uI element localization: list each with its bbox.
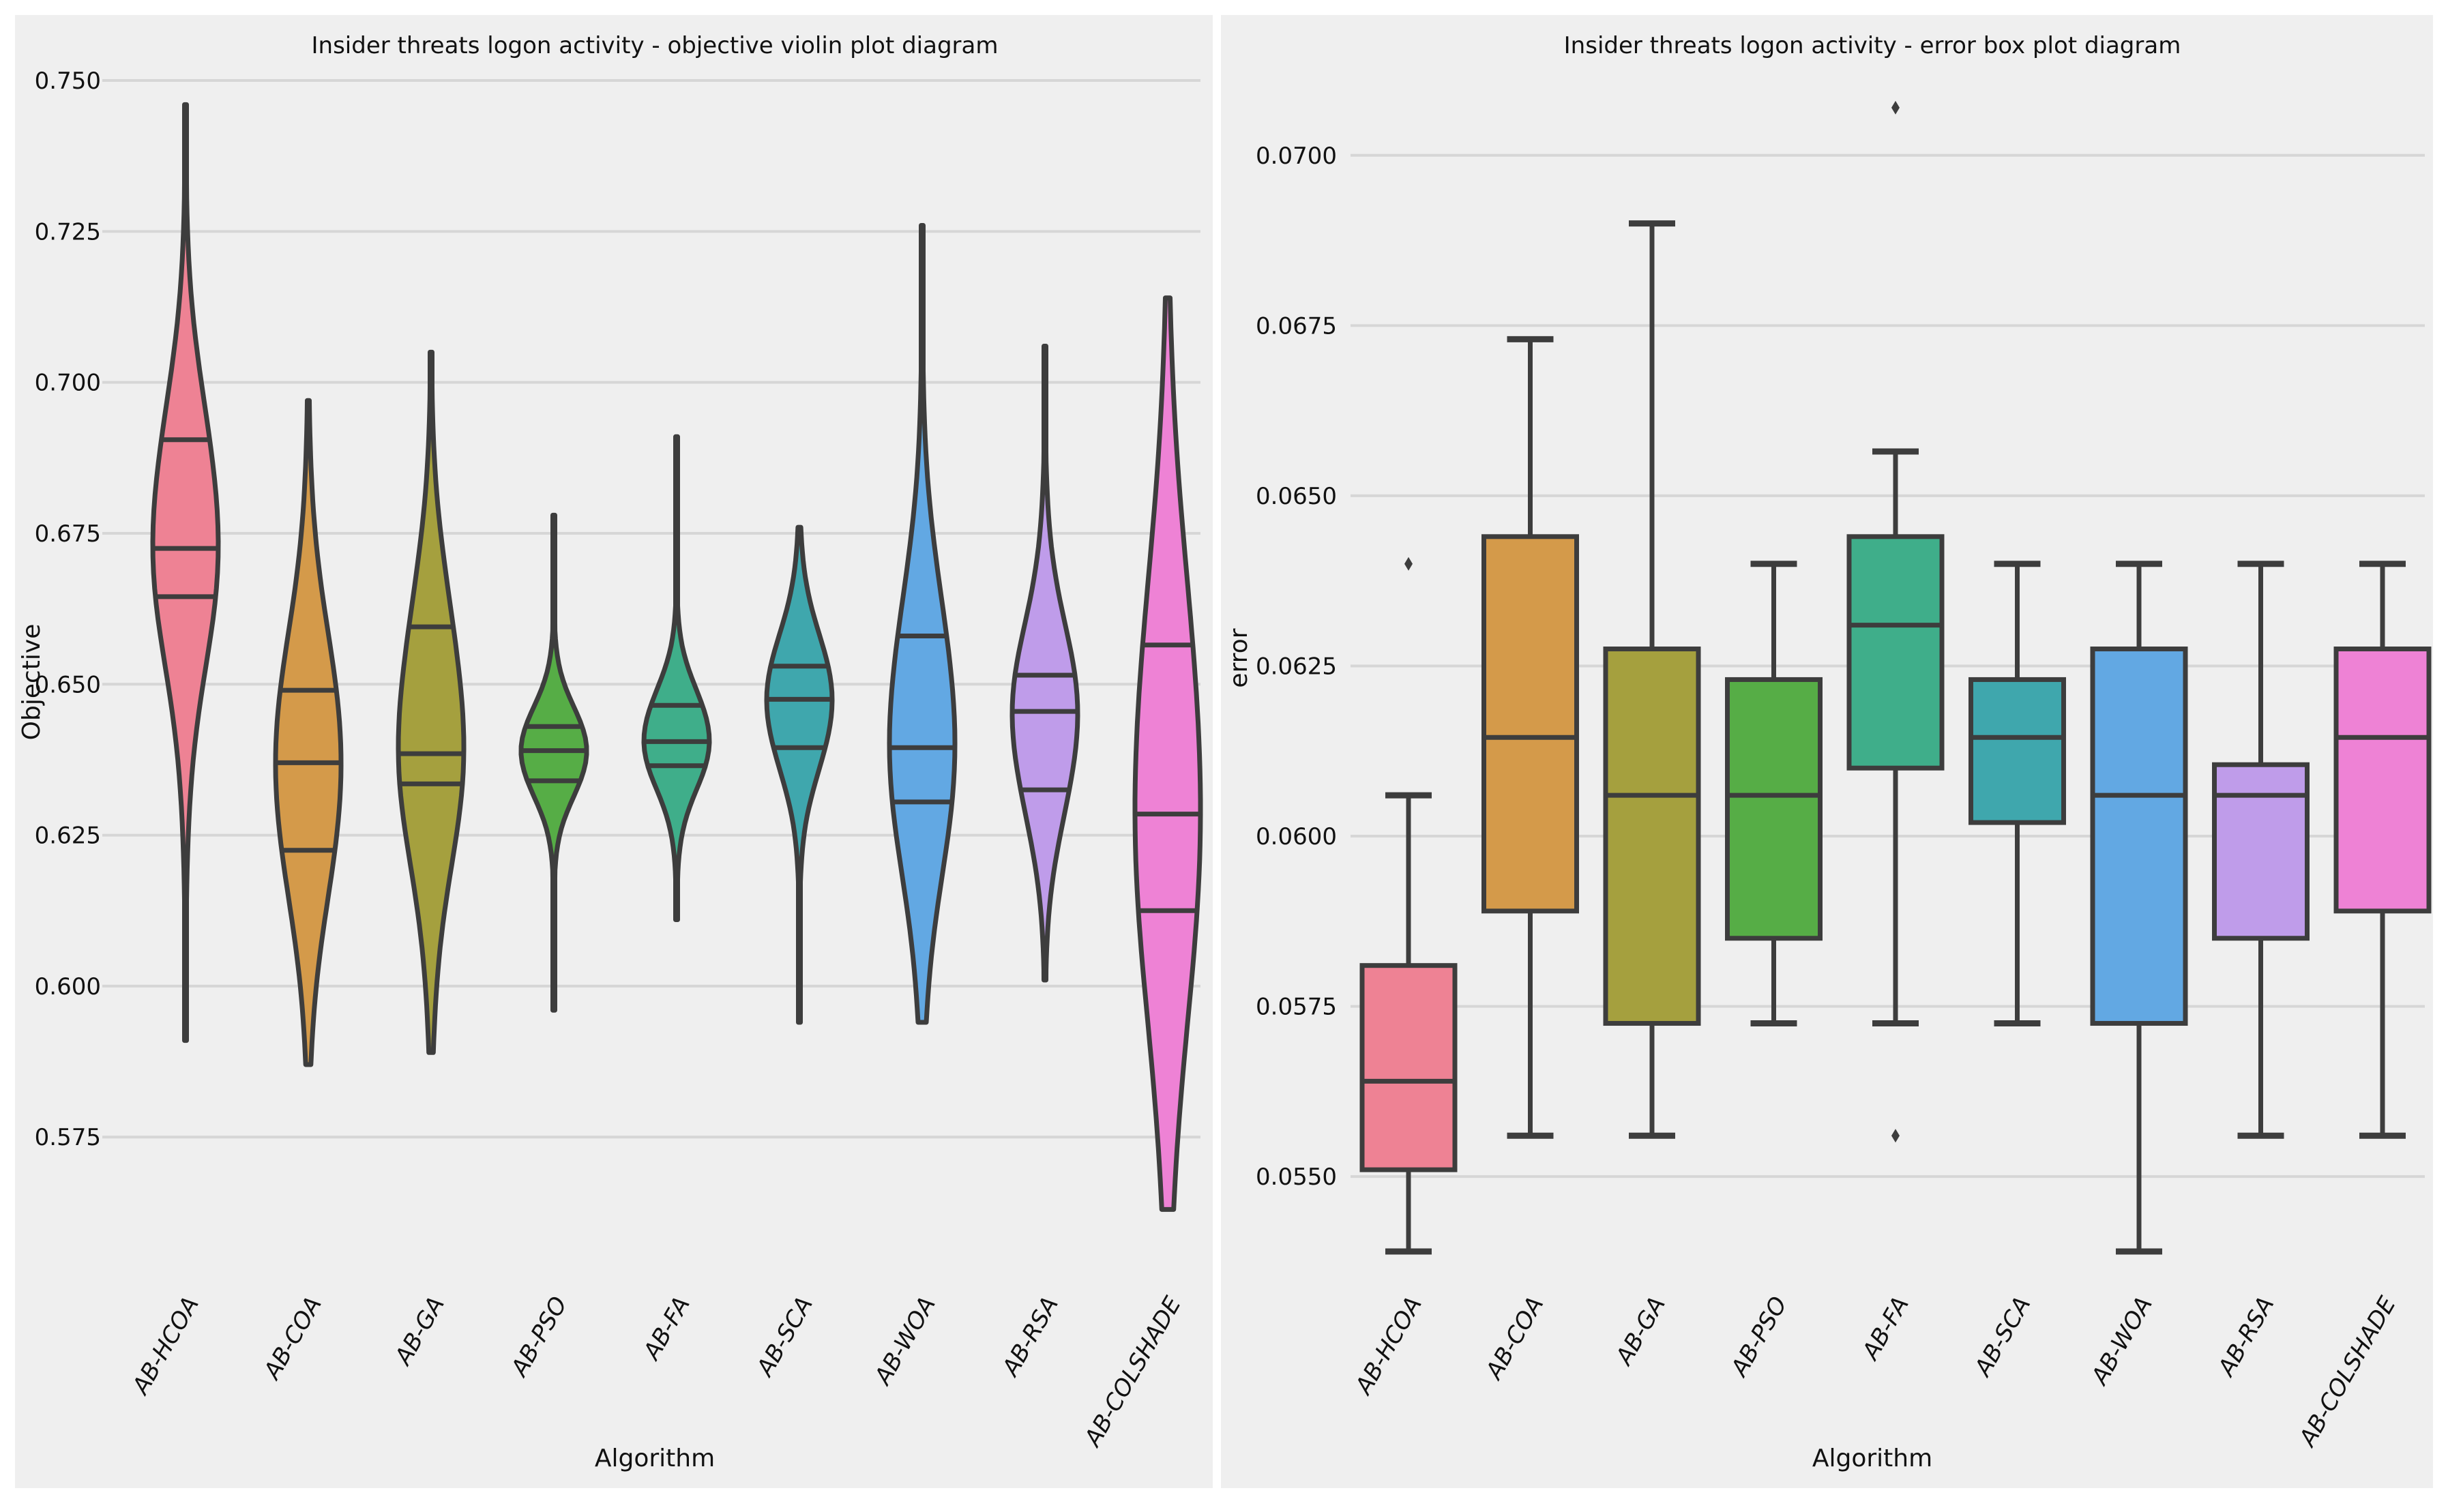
- box-iqr-ab-colshade: [2333, 647, 2432, 914]
- box-y-tick-label: 0.0575: [1256, 994, 1337, 1021]
- box-y-tick-label: 0.0600: [1256, 823, 1337, 850]
- box-iqr-ab-coa: [1481, 534, 1579, 914]
- violin-y-tick-labels: 0.575 0.600 0.625 0.650 0.675 0.700 0.725 0.750: [35, 68, 101, 1151]
- violin-y-tick-label: 0.650: [35, 671, 101, 698]
- box-y-tick-label: 0.0700: [1256, 143, 1337, 170]
- box-y-tick-label: 0.0625: [1256, 653, 1337, 680]
- violin-x-axis-label: Algorithm: [595, 1444, 715, 1472]
- box-y-tick-label: 0.0675: [1256, 312, 1337, 340]
- box-plot-panel: 0.0550 0.0575 0.0600 0.0625 0.0650 0.0675 0.07…: [1221, 15, 2433, 1488]
- box-iqr-ab-ga: [1603, 647, 1701, 1026]
- box-x-axis-label: Algorithm: [1812, 1444, 1932, 1472]
- violin-y-tick-label: 0.625: [35, 822, 101, 850]
- violin-body-ab-hcoa: [150, 102, 221, 1043]
- violin-marks: [150, 102, 1203, 1212]
- violin-body-ab-woa: [887, 223, 958, 1025]
- violin-body-ab-sca: [764, 524, 835, 1025]
- box-iqr-ab-hcoa: [1359, 963, 1458, 1172]
- box-y-axis-label: error: [1225, 628, 1253, 687]
- violin-y-tick-label: 0.600: [35, 973, 101, 1000]
- violin-body-ab-ga: [396, 349, 467, 1055]
- violin-y-tick-label: 0.700: [35, 370, 101, 397]
- box-y-tick-label: 0.0550: [1256, 1163, 1337, 1191]
- box-outlier-ab-fa: [1891, 100, 1900, 115]
- violin-y-tick-label: 0.725: [35, 218, 101, 246]
- box-plot-background: [1221, 15, 2433, 1488]
- violin-chart-title: Insider threats logon activity - objecti…: [312, 32, 999, 59]
- violin-body-ab-colshade: [1132, 295, 1203, 1212]
- violin-y-tick-label: 0.575: [35, 1124, 101, 1151]
- violin-body-ab-pso: [518, 512, 589, 1013]
- violin-y-tick-label: 0.675: [35, 520, 101, 548]
- box-y-tick-labels: 0.0550 0.0575 0.0600 0.0625 0.0650 0.0675 0.07…: [1256, 143, 1337, 1191]
- box-outlier-ab-fa: [1891, 1129, 1900, 1143]
- violin-y-axis-label: Objective: [18, 624, 46, 741]
- violin-body-ab-rsa: [1009, 344, 1080, 983]
- box-chart-title: Insider threats logon activity - error b…: [1564, 32, 2181, 59]
- box-iqr-ab-woa: [2090, 647, 2188, 1026]
- box-iqr-ab-rsa: [2212, 762, 2310, 941]
- box-iqr-ab-pso: [1725, 677, 1823, 941]
- box-y-tick-label: 0.0650: [1256, 483, 1337, 510]
- box-outlier-ab-hcoa: [1404, 557, 1413, 571]
- violin-plot-panel: 0.575 0.600 0.625 0.650 0.675 0.700 0.725 0.750…: [15, 15, 1213, 1488]
- box-iqr-ab-fa: [1846, 534, 1945, 771]
- box-marks: [1359, 100, 2432, 1255]
- violin-y-tick-label: 0.750: [35, 68, 101, 95]
- box-iqr-ab-sca: [1968, 677, 2066, 825]
